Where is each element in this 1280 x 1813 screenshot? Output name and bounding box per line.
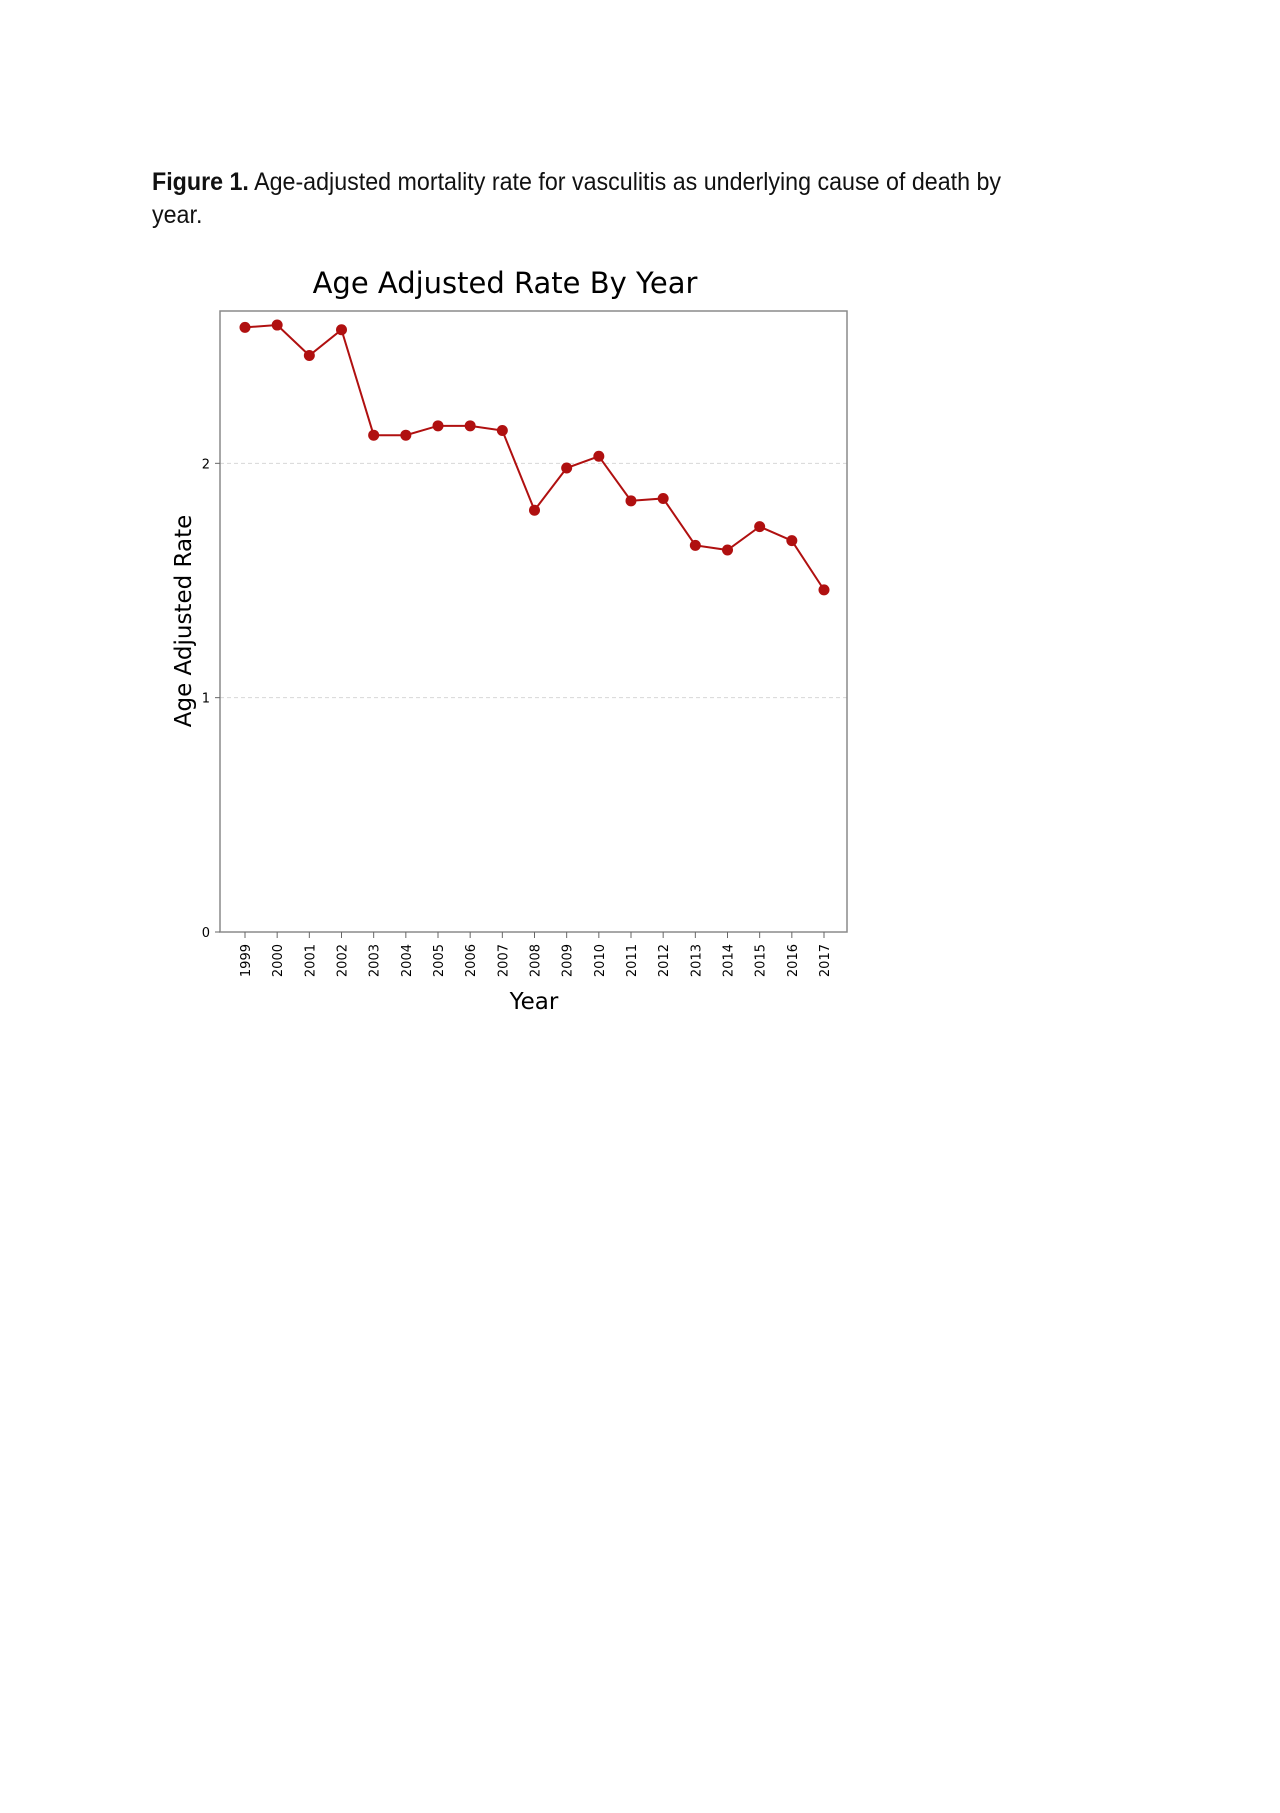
- data-point: [464, 420, 476, 432]
- x-tick-label: 2014: [722, 944, 737, 977]
- x-tick-label: 2004: [400, 944, 415, 977]
- series-line: [244, 324, 825, 591]
- x-tick-label: 2005: [432, 944, 447, 977]
- x-axis-title: Year: [509, 989, 559, 1015]
- x-tick-label: 2003: [368, 944, 383, 977]
- data-point: [400, 429, 412, 441]
- y-tick-label: 1: [202, 692, 210, 707]
- x-tick-label: 2000: [271, 944, 286, 977]
- y-axis: 0 1 2: [202, 457, 220, 941]
- data-point: [722, 544, 733, 556]
- x-tick-label: 2006: [464, 944, 479, 977]
- y-axis-title: Age Adjusted Rate: [171, 515, 197, 728]
- chart-title: Age Adjusted Rate By Year: [313, 266, 698, 300]
- x-tick-label: 2015: [754, 944, 769, 977]
- data-point: [496, 425, 508, 437]
- data-point: [754, 521, 766, 533]
- data-point: [529, 504, 540, 516]
- x-tick-label: 2011: [625, 944, 640, 977]
- figure-label: Figure 1.: [152, 168, 249, 196]
- x-axis: 1999 2000 2001 2002 2003 2004 2005 2006 2007 2008…: [239, 932, 833, 977]
- x-tick-label: 2013: [689, 944, 704, 977]
- y-tick-label: 0: [202, 926, 210, 941]
- data-point: [786, 535, 798, 547]
- data-point: [593, 450, 605, 462]
- data-point: [818, 584, 830, 596]
- figure-caption: Figure 1. Age-adjusted mortality rate fo…: [152, 166, 1026, 232]
- x-tick-label: 2007: [496, 944, 511, 977]
- data-point: [303, 350, 315, 362]
- x-tick-label: 2016: [786, 944, 801, 977]
- data-point: [271, 319, 283, 331]
- data-point: [368, 429, 380, 441]
- figure-caption-text: Age-adjusted mortality rate for vasculit…: [152, 168, 1002, 229]
- data-point: [336, 324, 347, 336]
- data-point: [625, 495, 637, 507]
- x-tick-label: 2012: [657, 944, 672, 977]
- x-tick-label: 1999: [239, 944, 254, 977]
- data-point: [561, 462, 573, 474]
- series-layer: [239, 319, 830, 596]
- data-point: [432, 420, 444, 432]
- x-tick-label: 2017: [818, 944, 833, 977]
- x-tick-label: 2008: [529, 944, 544, 977]
- x-tick-label: 2010: [593, 944, 608, 977]
- grid-layer: [220, 462, 847, 699]
- data-point: [689, 539, 701, 551]
- x-tick-label: 2002: [336, 944, 351, 977]
- y-tick-label: 2: [202, 457, 210, 472]
- x-tick-label: 2001: [303, 944, 318, 977]
- plot-frame: [219, 310, 848, 933]
- data-point: [657, 492, 669, 504]
- data-point: [239, 321, 251, 333]
- x-tick-label: 2009: [561, 944, 576, 977]
